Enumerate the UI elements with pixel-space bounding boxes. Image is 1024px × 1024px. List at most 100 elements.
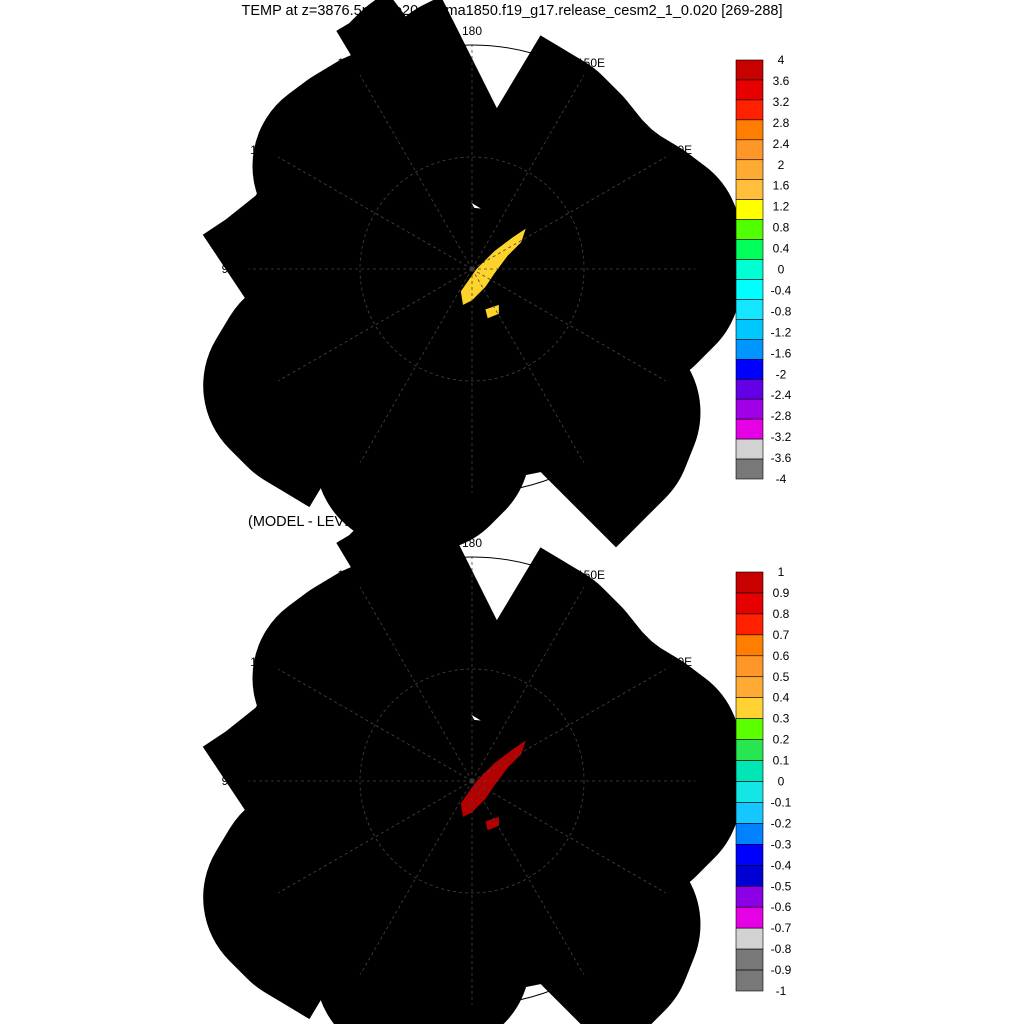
longitude-label: 90W	[222, 262, 247, 276]
colorbar-cell	[735, 655, 764, 678]
coastline	[445, 340, 637, 538]
meridian-line	[471, 586, 585, 782]
colorbar-cell	[735, 739, 764, 761]
colorbar-cell	[735, 418, 764, 440]
colorbar-cell	[735, 239, 764, 260]
longitude-label: 120E	[664, 655, 692, 669]
meridian-line	[359, 268, 473, 464]
colorbar-label: 1	[778, 565, 785, 579]
colorbar-cell	[735, 59, 764, 81]
colorbar-label: -0.7	[771, 921, 792, 935]
longitude-label: 60W	[254, 381, 279, 395]
colorbar-label: 3.6	[773, 74, 790, 88]
colorbar-label: 2.4	[773, 137, 790, 151]
map-border	[247, 44, 697, 494]
colorbar-cell	[735, 906, 764, 929]
longitude-label: 60E	[667, 893, 688, 907]
meridian-line	[277, 268, 473, 382]
colorbar-cell	[735, 398, 764, 420]
colorbar-cell	[735, 885, 764, 908]
longitude-label: 30E	[580, 468, 601, 482]
colorbar-label: 1.2	[773, 200, 790, 214]
colorbar-label: 0.6	[773, 649, 790, 663]
meridian-line	[471, 268, 585, 464]
coastline	[315, 345, 531, 552]
colorbar-label: -4	[776, 472, 787, 486]
colorbar-label: -3.6	[771, 451, 792, 465]
meridian-line	[471, 780, 667, 894]
colorbar-cell	[735, 259, 764, 280]
colorbar-cell	[735, 592, 764, 615]
colorbar: 1 0.9 0.8 0.7 0.6 0.5 0.4 0.3 0.2 0.1 0 -0.1 -0.2 -0.…	[735, 565, 792, 998]
colorbar-label: -2	[776, 367, 787, 381]
meridian-line	[471, 268, 667, 382]
colorbar-cell	[735, 79, 764, 101]
longitude-label: 30E	[580, 980, 601, 994]
coastline	[534, 237, 732, 426]
meridian-line	[471, 74, 585, 270]
colorbar-label: -1.6	[771, 346, 792, 360]
colorbar-cell	[735, 339, 764, 360]
colorbar-cell	[735, 99, 764, 121]
colorbar-cell	[735, 676, 764, 699]
colorbar-label: 0.8	[773, 221, 790, 235]
colorbar-cell	[735, 864, 764, 887]
colorbar-label: 0.4	[773, 691, 790, 705]
longitude-label: 120W	[250, 143, 282, 157]
colorbar-cell	[735, 378, 764, 400]
colorbar-label: 0.8	[773, 607, 790, 621]
colorbar-label: -0.4	[771, 283, 792, 297]
colorbar-cell	[735, 760, 764, 782]
colorbar-label: -0.8	[771, 942, 792, 956]
coastline	[315, 0, 513, 185]
latitude-circle	[359, 668, 585, 894]
colorbar-label: -3.2	[771, 430, 792, 444]
colorbar-cell	[735, 279, 764, 300]
colorbar-label: 0.9	[773, 586, 790, 600]
meridian-line	[277, 668, 473, 782]
colorbar-cell	[735, 458, 764, 480]
colorbar-label: 0.7	[773, 628, 790, 642]
colorbar-label: -1.2	[771, 325, 792, 339]
colorbar-cell	[735, 823, 764, 845]
colorbar-cell	[735, 718, 764, 740]
coastline	[194, 738, 423, 1020]
colorbar-label: 0.3	[773, 712, 790, 726]
colorbar-cell	[735, 199, 764, 220]
map-panel-temperature: 180 150E 120E 90E 60E 30E 0 30W 60W 90W 120W 150W 4 3…	[189, 0, 792, 561]
coastline	[315, 498, 513, 697]
colorbar-label: 0.4	[773, 242, 790, 256]
colorbar-cell	[735, 969, 764, 992]
colorbar-label: -0.8	[771, 304, 792, 318]
colorbar-cell	[735, 438, 764, 460]
longitude-label: 150W	[337, 568, 369, 582]
colorbar-label: -0.4	[771, 858, 792, 872]
map-border	[247, 556, 697, 1006]
colorbar-cell	[735, 948, 764, 971]
longitude-label: 150E	[577, 568, 605, 582]
colorbar-label: 3.2	[773, 95, 790, 109]
coastlines	[189, 498, 750, 1024]
longitude-label: 150W	[337, 56, 369, 70]
longitude-label: 60W	[254, 893, 279, 907]
colorbar-label: 2.8	[773, 116, 790, 130]
colorbar-label: -0.5	[771, 879, 792, 893]
colorbar-label: 0	[778, 263, 785, 277]
longitude-label: 180	[462, 24, 482, 38]
colorbar-label: 1.6	[773, 179, 790, 193]
longitude-label: 0	[469, 1012, 476, 1024]
colorbar-cell	[735, 781, 764, 803]
longitude-label: 90E	[699, 774, 720, 788]
field-anomaly	[485, 816, 499, 831]
longitude-label: 0	[469, 500, 476, 514]
colorbar-label: -2.8	[771, 409, 792, 423]
colorbar-cell	[735, 119, 764, 141]
colorbar-label: -0.6	[771, 900, 792, 914]
coastline	[194, 226, 423, 508]
longitude-label: 90E	[699, 262, 720, 276]
meridian-line	[471, 668, 667, 782]
longitude-label: 30W	[341, 468, 366, 482]
colorbar-cell	[735, 358, 764, 380]
colorbar-label: 0.2	[773, 733, 790, 747]
